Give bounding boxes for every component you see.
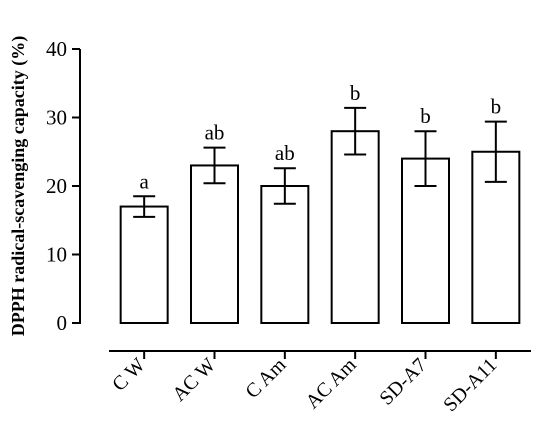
significance-label: ab <box>205 121 225 145</box>
y-tick-label: 20 <box>46 174 67 198</box>
x-axis: C W AC W C Am AC Am SD-A7 SD-A11 <box>108 350 531 416</box>
y-tick-label: 0 <box>57 311 68 335</box>
bar <box>119 205 169 324</box>
y-tick-label: 40 <box>46 37 67 61</box>
x-category-label: SD-A11 <box>439 354 501 416</box>
significance-label: b <box>491 95 502 119</box>
significance-label: b <box>350 81 361 105</box>
x-category-label: AC W <box>168 354 220 406</box>
y-tick-label: 10 <box>46 243 67 267</box>
x-category-label: C W <box>108 354 150 396</box>
bar <box>190 164 239 324</box>
x-category-label: AC Am <box>302 354 361 413</box>
bar <box>330 130 380 324</box>
y-axis-title: DPPH radical-scavenging capacity (%) <box>8 36 29 336</box>
x-category-label: SD-A7 <box>375 354 431 410</box>
y-axis: 0 10 20 30 40 <box>46 37 81 335</box>
significance-label: ab <box>275 141 295 165</box>
bar <box>260 185 310 324</box>
significance-label: a <box>140 169 150 193</box>
significance-label: b <box>420 104 431 128</box>
y-tick-label: 30 <box>46 106 67 130</box>
bars: a ab ab b b b <box>119 81 521 324</box>
x-category-label: C Am <box>241 354 290 403</box>
